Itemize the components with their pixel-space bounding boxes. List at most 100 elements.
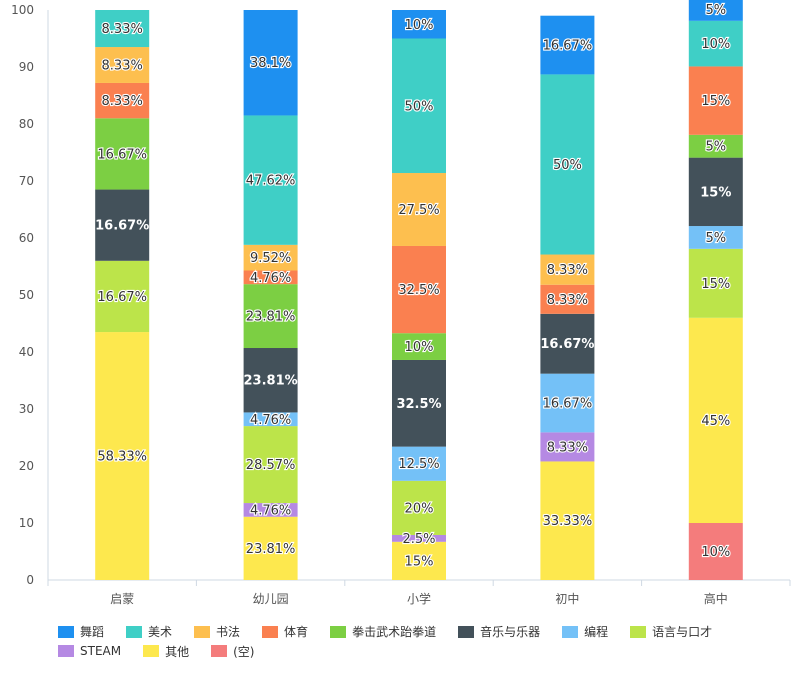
bar-segment[interactable] [243, 426, 298, 504]
legend-label: 体育 [284, 625, 309, 639]
y-tick-label: 50 [19, 288, 34, 302]
legend-swatch [630, 625, 647, 638]
bar-segment[interactable] [95, 10, 150, 48]
y-tick-label: 0 [26, 573, 34, 587]
x-tick-label: 高中 [704, 591, 728, 606]
bar-segment[interactable] [392, 333, 446, 360]
bar-segment[interactable] [688, 317, 743, 523]
legend-item[interactable]: 其他 [143, 642, 189, 661]
bar-segment[interactable] [540, 432, 595, 462]
bar-segment[interactable] [688, 157, 743, 227]
legend-swatch [58, 645, 74, 657]
bar-segment[interactable] [688, 134, 743, 158]
bar-data-label: 12.5% [398, 457, 439, 472]
bar-data-label: 4.76% [250, 503, 291, 518]
bar-segment[interactable] [95, 47, 150, 83]
bar-data-label: 10% [701, 545, 730, 560]
bar-data-label: 38.1% [250, 56, 291, 71]
bar-segment[interactable] [243, 412, 298, 427]
legend-item[interactable]: 舞蹈 [58, 622, 104, 641]
legend-label: (空) [233, 644, 255, 659]
legend-item[interactable]: (空) [211, 642, 254, 661]
bar-data-label: 50% [405, 99, 434, 114]
legend-item[interactable]: 语言与口才 [630, 622, 712, 641]
bar-segment[interactable] [688, 523, 743, 580]
bar-segment[interactable] [688, 0, 743, 21]
legend-swatch [143, 645, 160, 657]
bar-segment[interactable] [392, 10, 446, 39]
bar-segment[interactable] [243, 284, 298, 349]
bar-data-label: 5% [705, 3, 726, 18]
legend-swatch [211, 645, 228, 657]
bar-segment[interactable] [540, 15, 595, 75]
legend-label: STEAM [80, 644, 122, 658]
bar-data-label: 58.33% [97, 450, 147, 465]
bar-segment[interactable] [392, 359, 446, 447]
y-tick-label: 20 [19, 459, 34, 473]
bar-segment[interactable] [95, 260, 150, 333]
legend-item[interactable]: 拳击武术跆拳道 [330, 622, 436, 641]
bar-data-label: 16.67% [97, 290, 147, 305]
bar-data-label: 50% [553, 158, 582, 173]
legend-item[interactable]: STEAM [58, 642, 121, 661]
y-tick-label: 100 [11, 3, 34, 17]
bar-segment[interactable] [243, 244, 298, 271]
legend-swatch [262, 625, 279, 638]
bar-segment[interactable] [688, 248, 743, 318]
bar-data-label: 16.67% [540, 337, 594, 352]
legend-item[interactable]: 美术 [126, 622, 172, 641]
bar-segment[interactable] [243, 270, 298, 285]
bar-data-label: 5% [705, 231, 726, 246]
x-tick-label: 启蒙 [110, 592, 134, 606]
legend-swatch [458, 625, 475, 638]
bar-segment[interactable] [243, 115, 298, 245]
bar-segment[interactable] [95, 189, 150, 261]
bar-data-label: 4.76% [250, 413, 291, 428]
bar-data-label: 23.81% [246, 310, 296, 325]
bar-segment[interactable] [688, 66, 743, 135]
bar-segment[interactable] [243, 503, 298, 517]
bar-segment[interactable] [95, 82, 150, 119]
bar-segment[interactable] [392, 38, 446, 174]
bar-segment[interactable] [392, 534, 446, 542]
bar-data-label: 15% [700, 185, 731, 200]
bar-segment[interactable] [392, 446, 446, 481]
bar-segment[interactable] [243, 348, 298, 413]
bar-segment[interactable] [540, 254, 595, 285]
bar-segment[interactable] [688, 20, 743, 67]
bar-segment[interactable] [95, 332, 150, 580]
bar-segment[interactable] [392, 245, 446, 334]
bar-data-label: 16.67% [95, 219, 149, 234]
legend-item[interactable]: 音乐与乐器 [458, 622, 540, 641]
y-tick-label: 60 [19, 231, 34, 245]
bar-segment[interactable] [392, 541, 446, 580]
legend-item[interactable]: 体育 [262, 622, 308, 641]
bar-segment[interactable] [540, 74, 595, 255]
bar-segment[interactable] [540, 461, 595, 580]
bar-segment[interactable] [392, 173, 446, 246]
y-tick-label: 30 [19, 402, 34, 416]
bar-segment[interactable] [392, 480, 446, 535]
bar-segment[interactable] [243, 516, 298, 580]
bar-segment[interactable] [688, 226, 743, 249]
bar-data-label: 8.33% [547, 440, 588, 455]
legend-item[interactable]: 编程 [562, 622, 608, 641]
bar-data-label: 47.62% [246, 174, 296, 189]
bar-data-label: 16.67% [543, 39, 593, 54]
bar-segment[interactable] [95, 118, 150, 190]
x-tick-label: 初中 [555, 591, 579, 606]
bar-segment[interactable] [540, 373, 595, 433]
x-tick-label: 幼儿园 [253, 592, 289, 606]
bar-segment[interactable] [243, 10, 298, 116]
legend: 舞蹈 美术 书法 体育 拳击武术跆拳道 音乐与乐器 编程 语言与口才 STEAM 其他 (空) [58, 622, 788, 661]
bar-data-label: 20% [405, 501, 434, 516]
axes: 0 10 20 30 40 50 60 70 80 90 100 启蒙 幼儿园 小学 初中 高中 [11, 3, 791, 606]
bar-segment[interactable] [540, 313, 595, 374]
legend-item[interactable]: 书法 [194, 622, 240, 641]
bar-data-label: 16.67% [543, 397, 593, 412]
bar-data-label: 8.33% [102, 22, 143, 37]
bar-segment[interactable] [540, 284, 595, 314]
bar-labels: 58.33% 16.67% 16.67% 16.67% 8.33% 8.33% 8.33% 2… [95, 2, 731, 571]
bar-data-label: 5% [705, 140, 726, 155]
legend-label: 音乐与乐器 [480, 625, 541, 639]
